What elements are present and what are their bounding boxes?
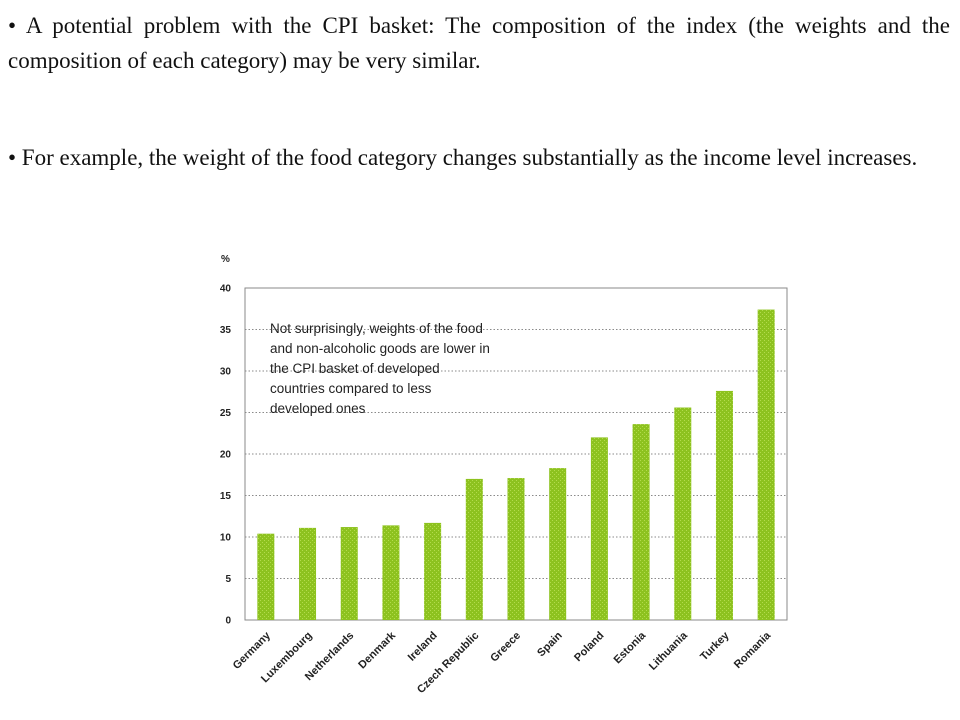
bar-netherlands bbox=[340, 527, 358, 620]
annotation-line: developed ones bbox=[270, 401, 366, 416]
y-tick-label: 5 bbox=[225, 574, 231, 585]
bar-lithuania bbox=[674, 407, 692, 620]
annotation-line: countries compared to less bbox=[270, 381, 432, 396]
y-tick-label: 20 bbox=[220, 450, 232, 461]
y-axis-ticks: 0 5 10 15 20 25 30 35 40 bbox=[220, 284, 232, 627]
bar-luxembourg bbox=[299, 527, 317, 620]
bar-estonia bbox=[632, 424, 650, 620]
x-tick-label: Germany bbox=[231, 629, 274, 672]
bullet-point-2: • For example, the weight of the food ca… bbox=[8, 145, 918, 170]
bar-turkey bbox=[715, 390, 733, 620]
y-tick-label: 10 bbox=[220, 533, 232, 544]
y-tick-label: 25 bbox=[220, 408, 232, 419]
x-tick-label: Turkey bbox=[698, 629, 732, 663]
x-tick-label: Denmark bbox=[356, 629, 398, 671]
chart-annotation: Not surprisingly, weights of the food and… bbox=[270, 321, 490, 416]
bar-spain bbox=[549, 468, 567, 620]
bar-romania bbox=[757, 309, 775, 620]
x-tick-label: Romania bbox=[732, 629, 774, 671]
x-tick-label: Spain bbox=[535, 629, 565, 659]
y-tick-label: 40 bbox=[220, 284, 232, 295]
bar-denmark bbox=[382, 525, 400, 620]
x-tick-label: Lithuania bbox=[647, 629, 691, 673]
x-tick-label: Poland bbox=[572, 630, 606, 664]
annotation-line: Not surprisingly, weights of the food bbox=[270, 321, 483, 336]
annotation-line: the CPI basket of developed bbox=[270, 361, 440, 376]
annotation-line: and non-alcoholic goods are lower in bbox=[270, 341, 490, 356]
bars bbox=[257, 309, 775, 620]
bar-ireland bbox=[424, 522, 442, 620]
x-tick-label: Greece bbox=[488, 630, 523, 665]
y-axis-label: % bbox=[221, 254, 230, 265]
bar-czech-republic bbox=[465, 478, 483, 620]
x-tick-label: Estonia bbox=[612, 629, 649, 666]
y-tick-label: 0 bbox=[225, 616, 231, 627]
y-tick-label: 30 bbox=[220, 367, 232, 378]
bar-germany bbox=[257, 533, 275, 620]
bar-greece bbox=[507, 478, 525, 620]
bar-poland bbox=[590, 437, 608, 620]
y-tick-label: 15 bbox=[220, 491, 232, 502]
y-tick-label: 35 bbox=[220, 325, 232, 336]
bullet-point-1: • A potential problem with the CPI baske… bbox=[8, 13, 950, 73]
x-tick-label: Ireland bbox=[406, 630, 440, 664]
